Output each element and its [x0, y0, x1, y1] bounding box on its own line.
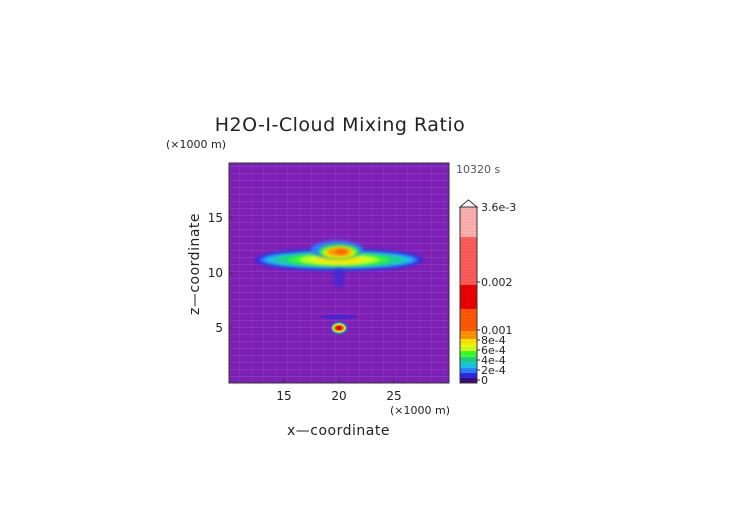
colorbar-frame [459, 206, 478, 384]
colorbar-tick-label: 2e-4 [481, 364, 506, 377]
y-tick-label: 10 [208, 266, 223, 280]
colorbar-segment [460, 237, 477, 285]
cloud-stem [333, 267, 345, 288]
colorbar-segment [460, 351, 477, 357]
colorbar-segment [460, 207, 477, 237]
colorbar-segment [460, 363, 477, 368]
x-tick-label: 15 [276, 389, 291, 403]
y-tick-label: 15 [208, 211, 223, 225]
colorbar-segment [460, 331, 477, 339]
colorbar-tick-label: 6e-4 [481, 344, 506, 357]
colorbar-tick-label: 0 [481, 374, 488, 387]
x-axis-unit: (×1000 m) [390, 404, 451, 417]
colorbar-segment [460, 357, 477, 363]
colorbar-tick-label: 8e-4 [481, 334, 506, 347]
colorbar-segment [460, 368, 477, 373]
colorbar-segment [460, 309, 477, 331]
upper-cloud-peak [335, 249, 347, 255]
chart-title: H2O-I-Cloud Mixing Ratio [214, 114, 466, 136]
mid-trace [321, 315, 357, 319]
colorbar-max-label: 3.6e-3 [481, 201, 516, 214]
colorbar-segment [460, 345, 477, 351]
colorbar-tick-label: 0.002 [481, 276, 513, 289]
x-axis-label: x—coordinate [287, 423, 390, 439]
y-axis-label: z—coordinate [187, 212, 203, 315]
colorbar-max-arrow [458, 199, 479, 208]
y-axis-unit: (×1000 m) [166, 138, 227, 151]
colorbar-tick-label: 0.001 [481, 324, 513, 337]
x-tick-label: 20 [331, 389, 346, 403]
y-tick-label: 5 [215, 321, 223, 335]
colorbar-segment [460, 373, 477, 378]
time-label: 10320 s [456, 163, 501, 176]
colorbar-tick-label: 4e-4 [481, 354, 506, 367]
colorbar-segment [460, 285, 477, 309]
colorbar-segment [460, 339, 477, 345]
x-tick-label: 25 [386, 389, 401, 403]
lower-cloud-contour [336, 326, 342, 330]
colorbar-segment [460, 378, 477, 383]
